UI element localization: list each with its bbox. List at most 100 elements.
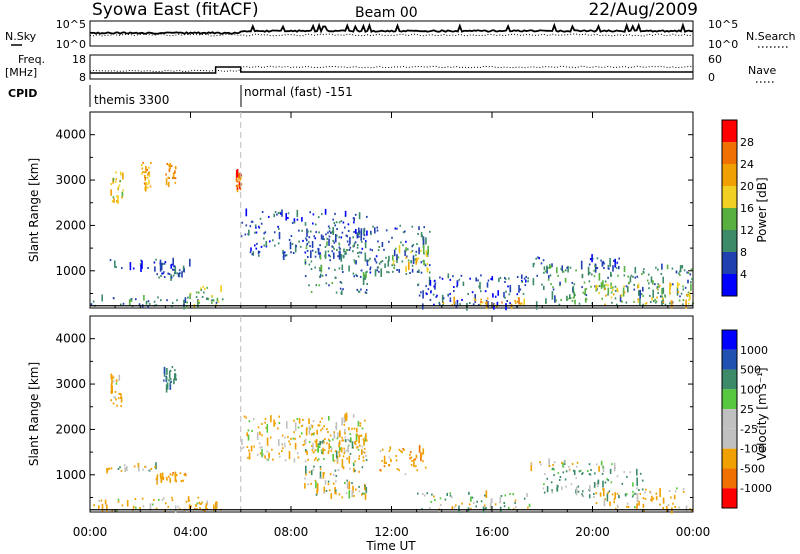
scatter-cell — [329, 255, 331, 258]
scatter-cell — [365, 454, 367, 457]
scatter-cell — [217, 300, 220, 303]
y-tick-label: 4000 — [55, 128, 86, 142]
scatter-cell — [261, 423, 263, 425]
scatter-cell — [406, 255, 408, 258]
scatter-cell — [642, 286, 644, 292]
scatter-cell — [312, 433, 315, 436]
scatter-cell — [161, 272, 163, 275]
scatter-cell — [405, 247, 407, 252]
scatter-cell — [358, 435, 360, 444]
scatter-cell — [667, 504, 670, 506]
scatter-cell — [601, 261, 604, 267]
scatter-cell — [124, 467, 126, 472]
scatter-cell — [321, 417, 323, 420]
scatter-cell — [319, 269, 321, 272]
scatter-cell — [631, 495, 634, 498]
scatter-cell — [362, 277, 365, 285]
scatter-cell — [532, 278, 535, 286]
scatter-cell — [167, 176, 170, 179]
scatter-cell — [130, 298, 133, 301]
scatter-cell — [410, 260, 412, 264]
scatter-cell — [308, 425, 311, 435]
scatter-cell — [298, 240, 300, 243]
scatter-cell — [625, 493, 628, 496]
scatter-cell — [332, 473, 335, 476]
scatter-cell — [610, 481, 613, 484]
scatter-cell — [148, 174, 151, 177]
scatter-cell — [311, 424, 314, 429]
scatter-cell — [171, 302, 174, 305]
scatter-cell — [349, 439, 351, 442]
scatter-cell — [599, 492, 602, 497]
scatter-cell — [525, 279, 527, 283]
velocity-colorbar-label: Velocity [m s⁻¹] — [755, 367, 769, 460]
scatter-cell — [423, 263, 426, 266]
scatter-cell — [342, 439, 345, 442]
scatter-cell — [250, 220, 253, 223]
scatter-cell — [181, 271, 183, 278]
scatter-cell — [509, 493, 511, 496]
scatter-cell — [595, 463, 598, 466]
scatter-cell — [420, 249, 422, 252]
scatter-cell — [320, 477, 322, 479]
scatter-cell — [315, 439, 318, 446]
scatter-cell — [472, 501, 475, 504]
scatter-cell — [361, 445, 363, 448]
scatter-cell — [385, 229, 388, 232]
scatter-cell — [166, 163, 169, 165]
scatter-cell — [286, 421, 288, 429]
scatter-cell — [347, 223, 350, 226]
scatter-cell — [314, 449, 317, 452]
scatter-cell — [572, 286, 575, 294]
scatter-cell — [200, 288, 202, 291]
scatter-cell — [174, 177, 177, 180]
scatter-cell — [467, 293, 469, 295]
scatter-cell — [255, 226, 257, 229]
scatter-cell — [605, 294, 607, 297]
scatter-cell — [115, 266, 117, 269]
scatter-cell — [607, 479, 610, 482]
scatter-cell — [296, 452, 299, 455]
scatter-cell — [189, 293, 191, 300]
scatter-cell — [343, 417, 346, 423]
scatter-cell — [168, 379, 170, 382]
scatter-cell — [521, 274, 523, 279]
scatter-cell — [321, 213, 323, 216]
scatter-cell — [307, 256, 309, 258]
scatter-cell — [375, 255, 378, 258]
scatter-cell — [428, 276, 431, 286]
scatter-cell — [668, 490, 671, 492]
scatter-cell — [523, 300, 526, 305]
scatter-cell — [614, 492, 616, 500]
scatter-cell — [362, 438, 365, 441]
scatter-cell — [174, 471, 177, 479]
scatter-cell — [327, 250, 330, 253]
scatter-cell — [618, 494, 620, 498]
scatter-cell — [143, 295, 145, 301]
scatter-cell — [520, 302, 523, 305]
scatter-cell — [323, 449, 326, 451]
scatter-cell — [642, 295, 644, 297]
scatter-cell — [585, 287, 588, 290]
scatter-cell — [164, 261, 167, 264]
scatter-cell — [670, 496, 672, 499]
colorbar-frame — [721, 329, 738, 509]
scatter-cell — [236, 187, 239, 190]
scatter-cell — [182, 479, 185, 482]
scatter-cell — [353, 221, 355, 224]
scatter-cell — [619, 294, 622, 302]
scatter-cell — [434, 499, 436, 501]
scatter-cell — [308, 471, 311, 474]
scatter-cell — [189, 258, 191, 267]
scatter-cell — [338, 493, 341, 496]
scatter-cell — [415, 465, 417, 468]
scatter-cell — [616, 475, 619, 478]
scatter-cell — [122, 189, 124, 192]
scatter-cell — [333, 433, 336, 439]
scatter-cell — [312, 222, 314, 225]
scatter-cell — [656, 296, 658, 299]
scatter-cell — [122, 172, 124, 180]
scatter-cell — [278, 422, 281, 424]
scatter-cell — [317, 444, 319, 453]
